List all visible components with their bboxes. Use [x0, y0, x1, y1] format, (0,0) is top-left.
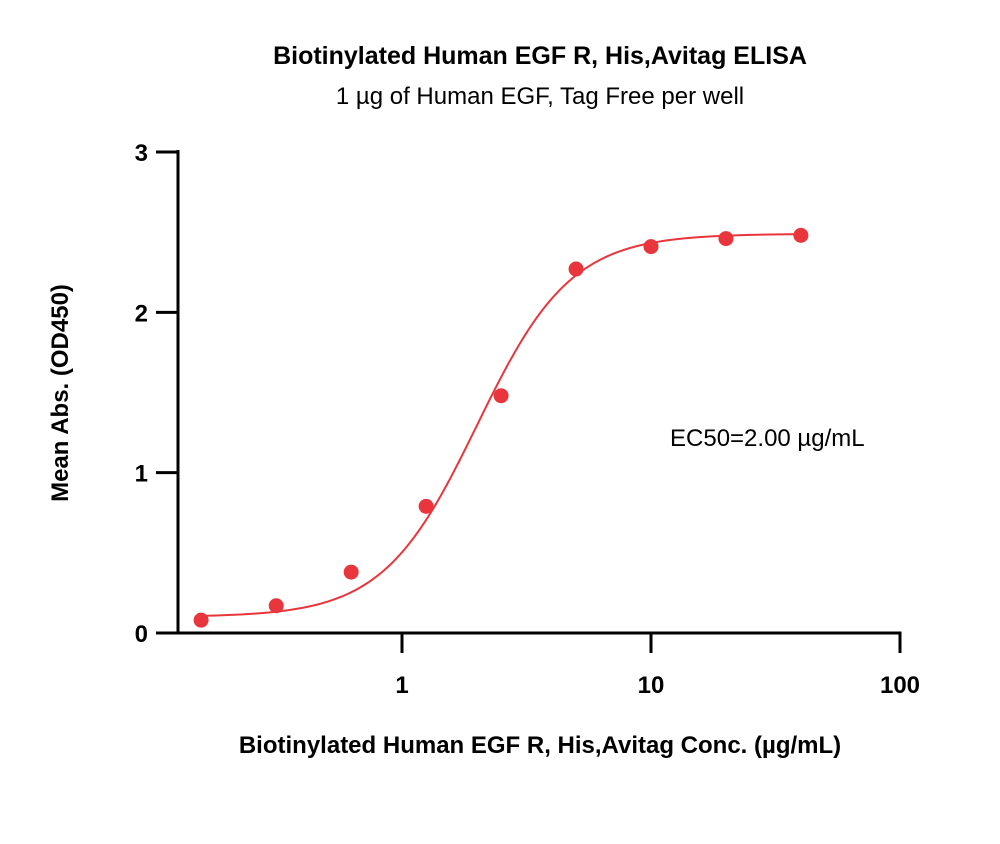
x-tick-label: 1 [395, 672, 408, 699]
x-tick-label: 100 [880, 672, 920, 699]
x-tick-label: 10 [638, 672, 665, 699]
y-tick-label: 2 [135, 300, 148, 327]
axes: 0 1 2 3 1 10 100 [135, 140, 920, 699]
fit-layer [201, 233, 801, 617]
data-point [193, 612, 209, 628]
x-axis-label: Biotinylated Human EGF R, His,Avitag Con… [239, 732, 841, 759]
y-axis-label: Mean Abs. (OD450) [47, 284, 74, 502]
y-tick-label: 1 [135, 461, 148, 488]
data-point [718, 231, 734, 247]
data-point [268, 598, 284, 614]
chart-subtitle: 1 µg of Human EGF, Tag Free per well [336, 83, 744, 110]
ec50-annotation: EC50=2.00 µg/mL [670, 425, 865, 452]
fit-curve [201, 233, 801, 617]
data-point [643, 239, 659, 255]
data-point [493, 388, 509, 404]
data-point [568, 261, 584, 277]
data-point [418, 498, 434, 514]
y-tick-label: 3 [135, 140, 148, 167]
data-point [343, 564, 359, 580]
chart-title: Biotinylated Human EGF R, His,Avitag ELI… [273, 42, 807, 70]
y-tick-label: 0 [135, 621, 148, 648]
points-layer [193, 227, 809, 628]
data-point [793, 227, 809, 243]
